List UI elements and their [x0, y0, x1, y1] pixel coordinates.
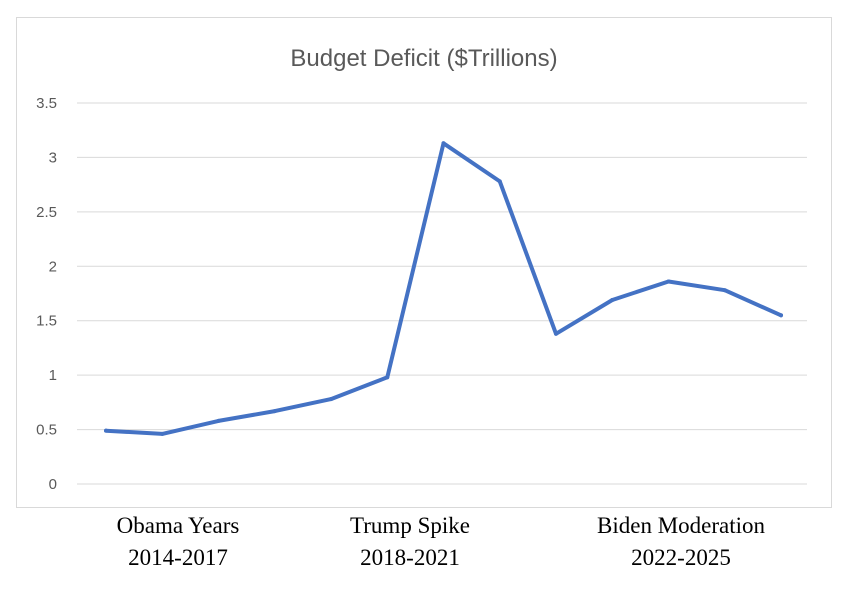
series-layer [104, 141, 783, 436]
x-category-line: 2018-2021 [360, 545, 460, 570]
y-tick-label: 1 [49, 367, 57, 384]
x-axis-categories: Obama Years 2014-2017 Trump Spike 2018-2021… [117, 513, 766, 570]
y-tick-label: 3.5 [36, 95, 57, 112]
data-point [610, 298, 615, 303]
x-category-line: Trump Spike [350, 513, 470, 538]
y-tick-label: 2.5 [36, 204, 57, 221]
data-point [160, 431, 165, 436]
x-category-label: Obama Years 2014-2017 [117, 513, 240, 570]
x-category-line: 2014-2017 [128, 545, 228, 570]
y-tick-label: 3 [49, 149, 57, 166]
y-tick-label: 1.5 [36, 313, 57, 330]
x-category-line: 2022-2025 [631, 545, 731, 570]
gridlines [77, 102, 807, 485]
data-point [554, 331, 558, 336]
data-point [779, 313, 783, 318]
x-category-label: Trump Spike 2018-2021 [350, 513, 470, 570]
data-point [104, 428, 108, 433]
data-point [216, 418, 221, 423]
data-point [722, 288, 727, 293]
y-tick-label: 0.5 [36, 422, 57, 439]
y-tick-label: 2 [49, 258, 57, 275]
x-category-line: Obama Years [117, 513, 240, 538]
data-point [497, 179, 502, 184]
data-point [441, 141, 446, 146]
x-category-label: Biden Moderation 2022-2025 [597, 513, 765, 570]
chart-title: Budget Deficit ($Trillions) [290, 45, 557, 72]
y-tick-label: 0 [49, 476, 57, 493]
series-line-budget-deficit [104, 141, 783, 436]
data-point [666, 279, 671, 284]
data-point [329, 397, 333, 402]
x-category-line: Biden Moderation [597, 513, 765, 538]
chart-frame [16, 17, 832, 508]
y-axis-ticks: 0 0.5 1 1.5 2 2.5 3 3.5 [36, 95, 57, 493]
data-point [385, 375, 390, 380]
data-point [272, 409, 277, 414]
